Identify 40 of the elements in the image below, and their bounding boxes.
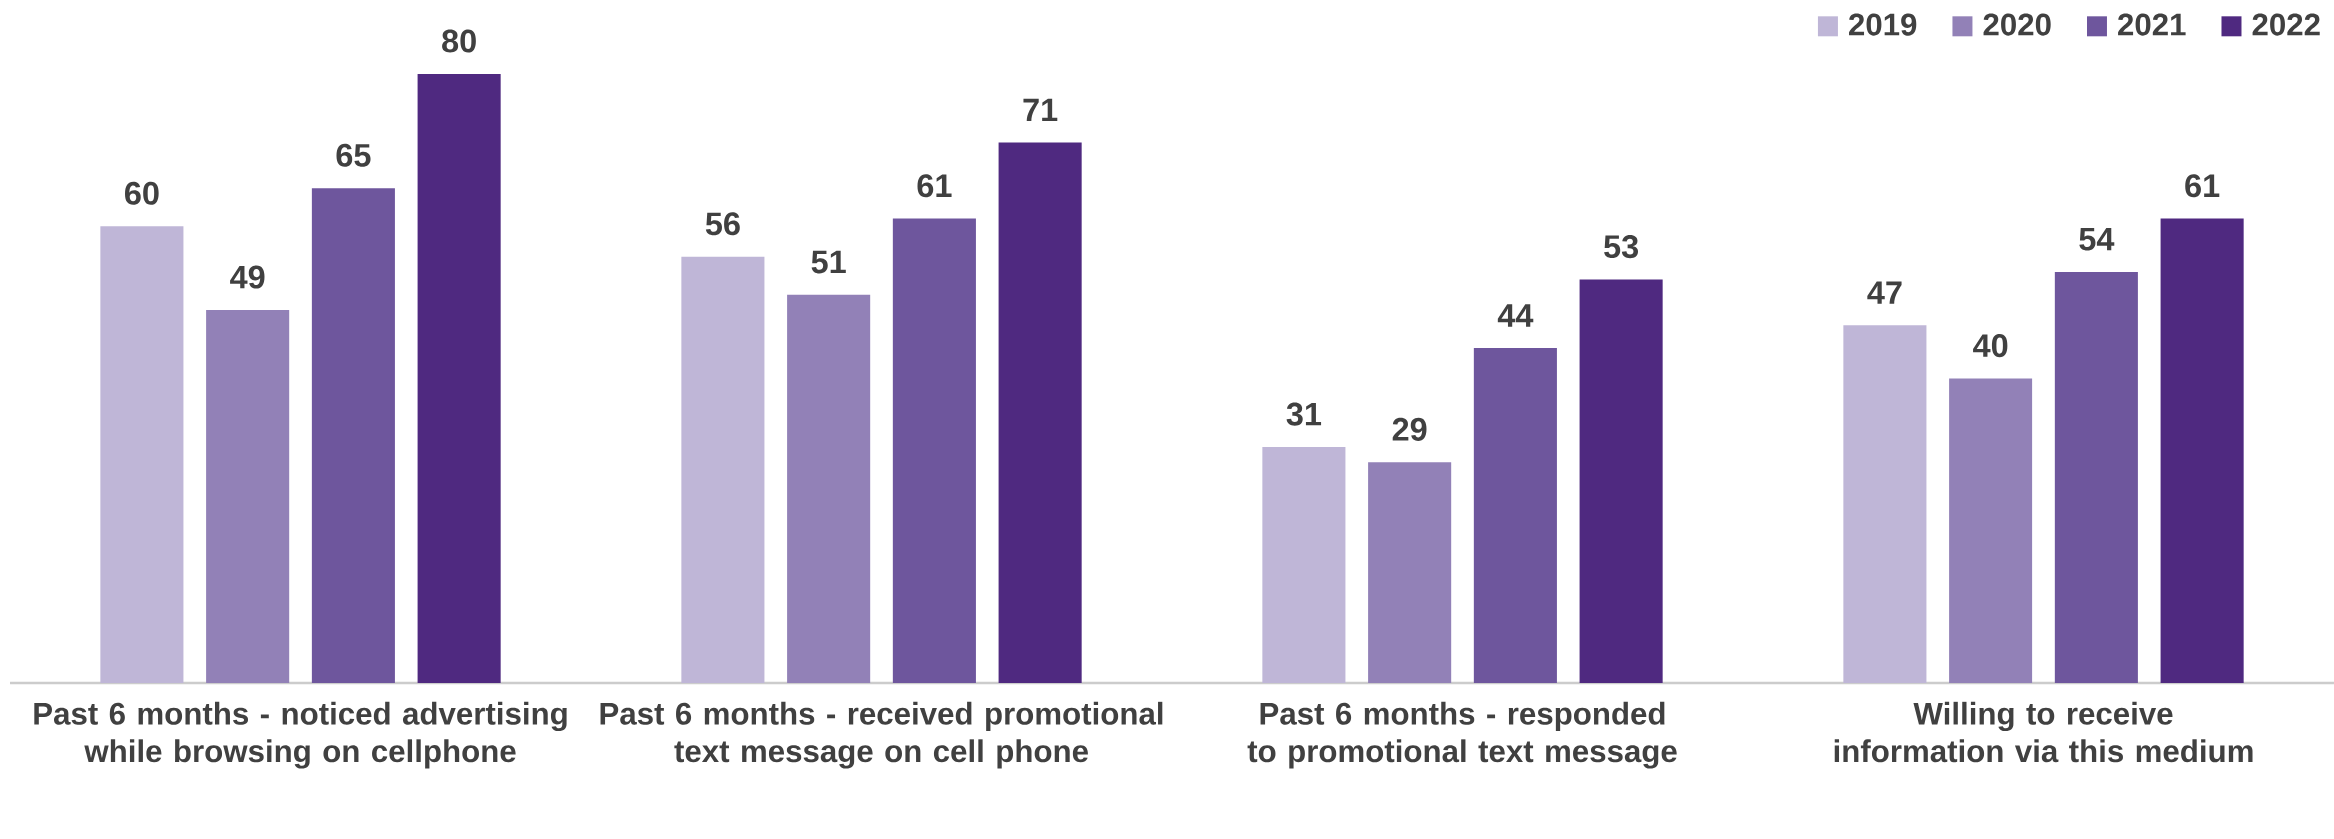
data-label: 51 [811, 250, 846, 274]
bar [787, 294, 871, 683]
data-label: 61 [917, 174, 952, 198]
bar [1368, 462, 1452, 683]
bar [1473, 348, 1557, 683]
data-label: 53 [1604, 235, 1639, 259]
bar [417, 73, 501, 683]
data-label: 49 [230, 265, 265, 289]
data-label: 29 [1392, 417, 1427, 441]
bar [998, 142, 1082, 683]
x-tick-label: Past 6 months - responded to promotional text message [1247, 701, 1677, 769]
legend-label: 2019 [1849, 13, 1917, 36]
bar [1579, 279, 1663, 683]
data-label: 71 [1023, 98, 1058, 122]
bar [206, 309, 290, 683]
bar [1262, 446, 1346, 683]
data-label: 56 [705, 212, 740, 236]
bar [2054, 271, 2138, 683]
data-label: 65 [336, 143, 371, 167]
bar [311, 188, 395, 683]
bar [1843, 325, 1927, 683]
data-label: 44 [1497, 304, 1534, 327]
bar [681, 256, 765, 683]
data-label: 60 [125, 181, 159, 205]
data-label: 80 [442, 29, 476, 53]
data-label: 54 [2079, 227, 2115, 251]
legend-label: 2022 [2252, 13, 2320, 36]
data-label: 61 [2185, 174, 2220, 198]
legend-label: 2021 [2118, 13, 2186, 36]
bar [1949, 378, 2033, 683]
data-label: 40 [1973, 334, 2008, 358]
data-label: 47 [1867, 281, 1902, 304]
x-tick-label: Past 6 months - noticed advertising while browsing on cellphone [34, 701, 567, 769]
bar [2160, 218, 2244, 683]
bar [100, 226, 184, 683]
bar [892, 218, 976, 683]
data-label: 31 [1286, 402, 1322, 426]
x-tick-label: Willing to receive information via this medium [1834, 701, 2253, 763]
x-tick-label: Past 6 months - received promotional text message on cell phone [600, 701, 1163, 769]
legend-label: 2020 [1983, 13, 2051, 36]
